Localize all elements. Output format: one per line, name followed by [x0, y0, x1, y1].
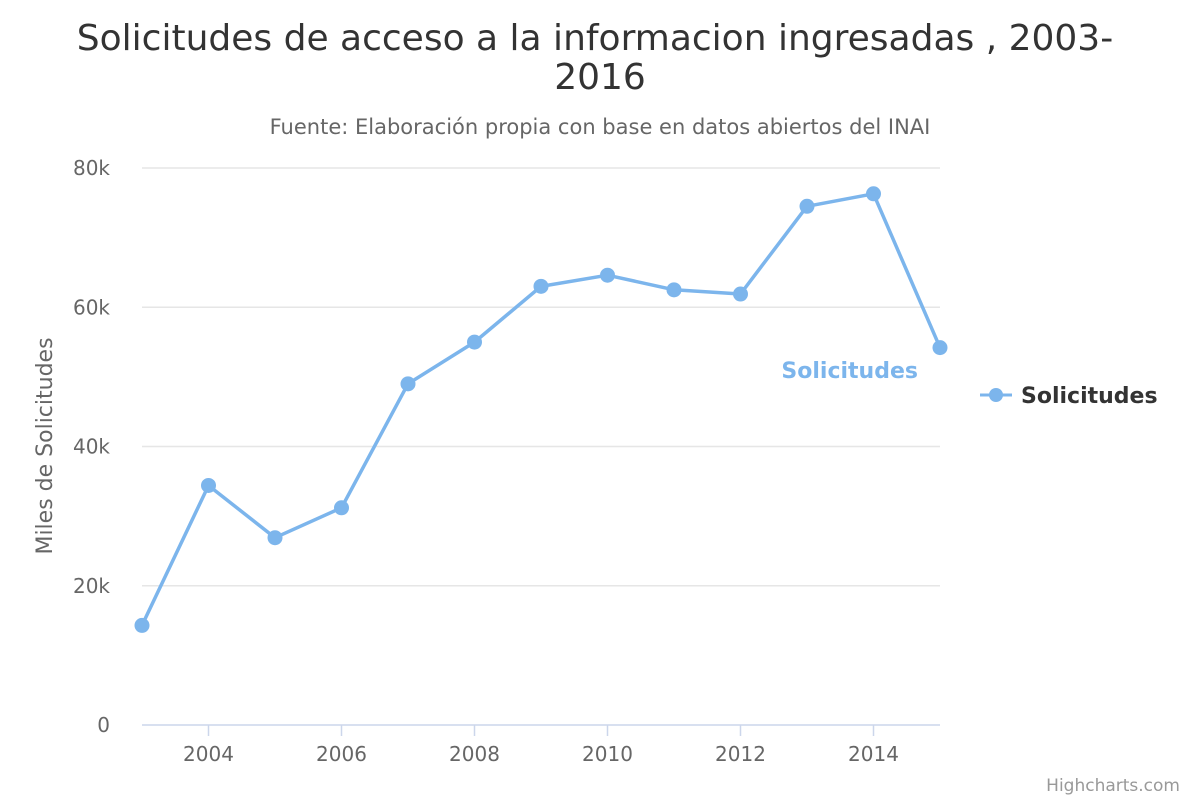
data-point-2004[interactable]	[201, 477, 216, 493]
data-point-2013[interactable]	[799, 198, 815, 214]
x-axis-ticks: 2004 2006 2008 2010 2012 2014	[183, 725, 899, 766]
y-tick-label: 0	[97, 713, 110, 737]
legend-item-solicitudes[interactable]: Solicitudes	[1021, 384, 1158, 409]
series-line	[140, 192, 942, 628]
data-point-2014[interactable]	[866, 186, 881, 202]
data-point-2006[interactable]	[334, 500, 349, 516]
x-tick-label: 2008	[449, 742, 500, 766]
legend[interactable]: Solicitudes	[980, 384, 1158, 409]
x-tick-label: 2006	[316, 742, 367, 766]
x-tick-label: 2012	[715, 742, 766, 766]
legend-marker-symbol	[989, 388, 1003, 402]
y-tick-label: 80k	[73, 156, 110, 180]
chart-title-line-1: Solicitudes de acceso a la informacion i…	[77, 18, 1113, 59]
x-tick-label: 2010	[582, 742, 633, 766]
chart-subtitle: Fuente: Elaboración propia con base en d…	[270, 115, 931, 139]
credits-link[interactable]: Highcharts.com	[1046, 776, 1180, 796]
data-point-2009[interactable]	[533, 278, 549, 294]
y-tick-label: 20k	[73, 574, 110, 598]
x-tick-label: 2014	[848, 742, 899, 766]
data-point-2010[interactable]	[600, 267, 615, 283]
data-point-2012[interactable]	[733, 286, 748, 302]
y-axis-tick-labels: 0 20k 40k 60k 80k	[73, 156, 110, 737]
y-tick-label: 40k	[73, 435, 110, 459]
y-tick-label: 60k	[73, 295, 110, 319]
data-point-2003[interactable]	[134, 617, 150, 633]
series-label: Solicitudes	[781, 359, 918, 384]
data-point-2008[interactable]	[467, 334, 482, 350]
gridlines	[142, 167, 940, 587]
x-tick-label: 2004	[183, 742, 234, 766]
chart-title-line-2: 2016	[554, 57, 646, 98]
data-point-2011[interactable]	[666, 282, 682, 298]
data-point-2015[interactable]	[932, 340, 948, 356]
data-point-2007[interactable]	[400, 376, 416, 392]
data-point-2005[interactable]	[267, 530, 283, 546]
y-axis-title: Miles de Solicitudes	[33, 337, 58, 554]
series-solicitudes[interactable]	[134, 186, 948, 633]
